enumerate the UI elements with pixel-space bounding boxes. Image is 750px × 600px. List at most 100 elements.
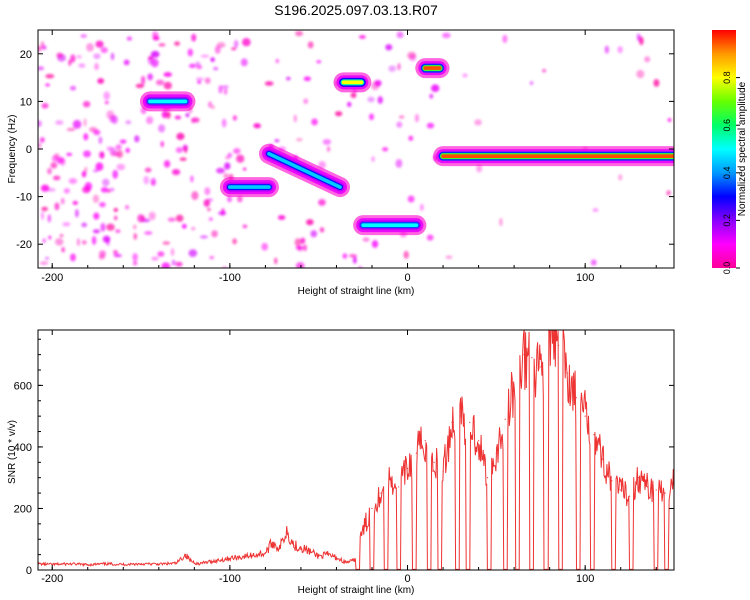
snr-point — [620, 489, 622, 491]
noise-speck — [175, 147, 184, 154]
noise-speck — [167, 217, 176, 222]
noise-speck — [604, 45, 610, 54]
noise-speck — [253, 123, 261, 129]
snr-point — [380, 492, 382, 494]
noise-speck — [141, 215, 146, 222]
noise-speck — [158, 124, 166, 133]
noise-speck — [113, 215, 118, 221]
snr-point — [344, 561, 346, 563]
noise-speck — [102, 178, 110, 187]
noise-speck — [93, 53, 101, 60]
snr-point — [566, 372, 569, 374]
noise-speck — [45, 83, 50, 87]
snr-point — [495, 452, 497, 454]
snr-point — [655, 489, 657, 491]
noise-speck — [41, 206, 49, 212]
noise-speck — [407, 51, 417, 60]
noise-speck — [590, 259, 597, 266]
noise-speck — [112, 169, 119, 179]
noise-speck — [419, 203, 424, 211]
noise-speck — [474, 119, 482, 126]
noise-speck — [157, 251, 165, 257]
noise-speck — [80, 34, 87, 38]
noise-speck — [62, 222, 71, 227]
noise-speck — [56, 156, 65, 164]
noise-speck — [295, 245, 304, 250]
noise-speck — [190, 175, 194, 183]
figure-title: S196.2025.097.03.13.R07 — [274, 2, 438, 18]
noise-speck — [175, 214, 184, 222]
spectrogram-ytick-label: -20 — [16, 239, 32, 251]
noise-speck — [181, 223, 187, 229]
noise-speck — [348, 254, 358, 258]
noise-speck — [295, 30, 304, 37]
noise-speck — [68, 59, 72, 66]
noise-speck — [42, 238, 46, 244]
spectrogram-plot-area — [38, 30, 674, 268]
noise-speck — [179, 157, 187, 161]
snr-point — [286, 529, 288, 531]
noise-speck — [69, 85, 77, 91]
spectrogram-ytick-label: -10 — [16, 192, 32, 204]
noise-speck — [151, 256, 159, 261]
noise-speck — [203, 199, 210, 207]
noise-speck — [147, 56, 155, 65]
noise-speck — [347, 101, 352, 107]
snr-point — [309, 550, 311, 553]
noise-speck — [41, 102, 49, 109]
noise-speck — [377, 96, 383, 104]
noise-speck — [636, 33, 641, 42]
snr-point — [557, 344, 560, 346]
noise-speck — [414, 113, 420, 123]
noise-speck — [261, 242, 269, 251]
noise-speck — [40, 211, 45, 221]
noise-speck — [319, 227, 325, 233]
spectrogram-feature — [258, 143, 351, 198]
noise-speck — [188, 63, 196, 68]
noise-speck — [653, 79, 660, 87]
noise-speck — [61, 246, 65, 253]
noise-speck — [74, 208, 79, 218]
snr-ytick-label: 400 — [14, 442, 32, 454]
noise-speck — [83, 118, 87, 127]
snr-point — [211, 560, 213, 562]
noise-speck — [264, 81, 274, 86]
noise-speck — [92, 194, 100, 204]
noise-speck — [113, 250, 119, 255]
noise-speck — [55, 238, 64, 246]
noise-speck — [204, 187, 211, 196]
noise-speck — [213, 66, 219, 71]
noise-speck — [83, 133, 89, 141]
snr-point — [540, 366, 542, 368]
colorbar-tick-label: 0.2 — [722, 214, 732, 227]
snr-point — [451, 421, 453, 423]
noise-speck — [144, 231, 153, 235]
spectrogram-ytick-label: 20 — [20, 49, 32, 61]
snr-point — [318, 555, 320, 557]
noise-speck — [221, 118, 227, 128]
noise-speck — [174, 115, 182, 120]
noise-speck — [529, 81, 534, 86]
noise-speck — [100, 46, 108, 54]
noise-speck — [395, 158, 403, 168]
noise-speck — [52, 175, 61, 181]
noise-speck — [171, 259, 176, 266]
noise-speck — [644, 56, 651, 63]
snr-point — [69, 563, 71, 565]
noise-speck — [274, 139, 280, 143]
noise-speck — [55, 120, 64, 125]
noise-speck — [125, 147, 131, 153]
snr-frame — [37, 329, 675, 571]
snr-point — [406, 467, 409, 470]
noise-speck — [211, 105, 215, 109]
noise-speck — [115, 144, 122, 150]
snr-point — [158, 563, 160, 565]
noise-speck — [335, 111, 343, 117]
noise-speck — [303, 76, 311, 81]
snr-point — [398, 486, 400, 488]
noise-speck — [396, 31, 404, 39]
noise-speck — [396, 121, 403, 128]
noise-speck — [275, 58, 280, 64]
noise-speck — [161, 110, 169, 119]
noise-speck — [342, 253, 348, 259]
